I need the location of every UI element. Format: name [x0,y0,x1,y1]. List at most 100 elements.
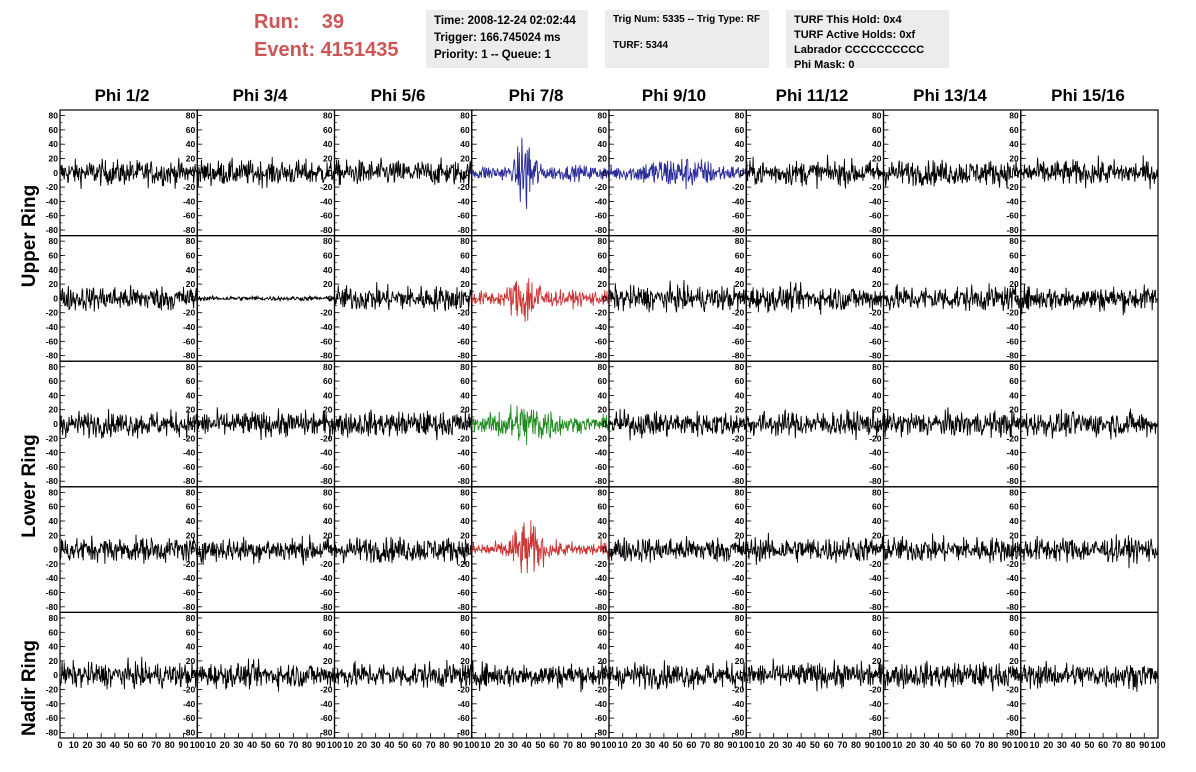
x-tick-label: 70 [563,740,573,750]
y-tick-label: 40 [323,265,333,275]
y-tick-label: 80 [186,362,196,372]
x-tick-label: 30 [920,740,930,750]
y-tick-label: 40 [598,265,608,275]
x-tick-label: 60 [1098,740,1108,750]
y-tick-label: -40 [457,573,470,583]
y-tick-label: 20 [186,279,196,289]
y-tick-label: 0 [328,545,333,555]
y-tick-label: 20 [49,405,59,415]
x-tick-label: 50 [261,740,271,750]
y-tick-label: -40 [320,196,333,206]
y-tick-label: 20 [1009,153,1019,163]
y-tick-label: 60 [735,627,745,637]
y-tick-label: 40 [735,265,745,275]
y-tick-label: 0 [1014,545,1019,555]
x-tick-label: 50 [947,740,957,750]
y-tick-label: 0 [328,293,333,303]
y-tick-label: 20 [323,656,333,666]
y-tick-label: 40 [186,642,196,652]
x-tick-label: 30 [1057,740,1067,750]
y-tick-label: 80 [598,487,608,497]
x-tick-label: 80 [1126,740,1136,750]
y-tick-label: 60 [49,627,59,637]
y-tick-label: 0 [740,419,745,429]
y-tick-label: 60 [460,627,470,637]
x-tick-label: 20 [769,740,779,750]
y-tick-label: -80 [320,351,333,361]
y-tick-label: 20 [598,153,608,163]
y-tick-label: 80 [323,362,333,372]
info-labrador-line: Labrador CCCCCCCCCC [794,44,925,56]
y-tick-label: -80 [595,351,608,361]
y-tick-label: 80 [1009,362,1019,372]
y-tick-label: -60 [46,336,59,346]
y-tick-label: 0 [328,670,333,680]
y-tick-label: -40 [732,699,745,709]
y-tick-label: 40 [872,390,882,400]
y-tick-label: -80 [457,476,470,486]
y-tick-label: -80 [869,351,882,361]
x-tick-label: 30 [782,740,792,750]
x-tick-label: 70 [151,740,161,750]
y-tick-label: -40 [183,196,196,206]
x-tick-label: 60 [275,740,285,750]
y-tick-label: 20 [735,530,745,540]
column-header-phi-3-4: Phi 3/4 [232,86,288,105]
y-tick-label: 20 [49,153,59,163]
waveform-trace [745,658,884,692]
waveform-trace [471,278,610,322]
y-tick-label: 60 [49,125,59,135]
x-tick-label: 30 [96,740,106,750]
x-tick-label: 70 [288,740,298,750]
info-time-line: Time: 2008-12-24 02:02:44 [434,15,576,27]
x-tick-label: 80 [988,740,998,750]
waveform-trace [334,157,473,188]
event-value: 4151435 [320,39,399,61]
y-tick-label: 40 [872,265,882,275]
waveform-trace [334,409,473,441]
y-tick-label: -40 [183,573,196,583]
y-tick-label: -60 [1006,713,1019,723]
y-tick-label: -60 [595,211,608,221]
y-tick-label: -40 [46,573,59,583]
y-tick-label: -20 [457,559,470,569]
waveform-trace [608,408,747,441]
y-tick-label: 60 [1009,502,1019,512]
y-tick-label: -40 [732,196,745,206]
y-tick-label: -40 [46,322,59,332]
waveform-trace [196,534,335,566]
y-tick-label: 40 [1009,139,1019,149]
waveform-trace [471,137,610,210]
waveform-trace [1020,284,1159,316]
y-tick-label: 40 [323,139,333,149]
y-tick-label: -40 [869,699,882,709]
y-tick-label: 60 [49,502,59,512]
y-tick-label: -40 [457,699,470,709]
x-tick-label: 50 [398,740,408,750]
y-tick-label: -60 [1006,211,1019,221]
y-tick-label: 0 [1014,168,1019,178]
y-tick-label: -40 [46,196,59,206]
y-tick-label: 0 [740,670,745,680]
y-tick-label: 80 [49,613,59,623]
y-tick-label: -80 [46,476,59,486]
y-tick-label: 80 [735,362,745,372]
waveform-trace [196,407,335,441]
event-label: Event: [254,39,316,61]
y-tick-label: -40 [1006,573,1019,583]
y-tick-label: 0 [1014,293,1019,303]
y-tick-label: 0 [877,419,882,429]
x-tick-label: 80 [165,740,175,750]
x-tick-label: 100 [464,740,479,750]
y-tick-label: 60 [186,502,196,512]
waveform-trace [745,154,884,190]
y-tick-label: 20 [460,279,470,289]
info-phimask-line: Phi Mask: 0 [794,59,855,71]
x-tick-label: 0 [57,740,62,750]
y-tick-label: -60 [1006,588,1019,598]
y-tick-label: 60 [598,376,608,386]
y-tick-label: 0 [191,419,196,429]
y-tick-label: -80 [732,476,745,486]
waveform-trace [196,156,335,189]
y-tick-label: -80 [1006,351,1019,361]
